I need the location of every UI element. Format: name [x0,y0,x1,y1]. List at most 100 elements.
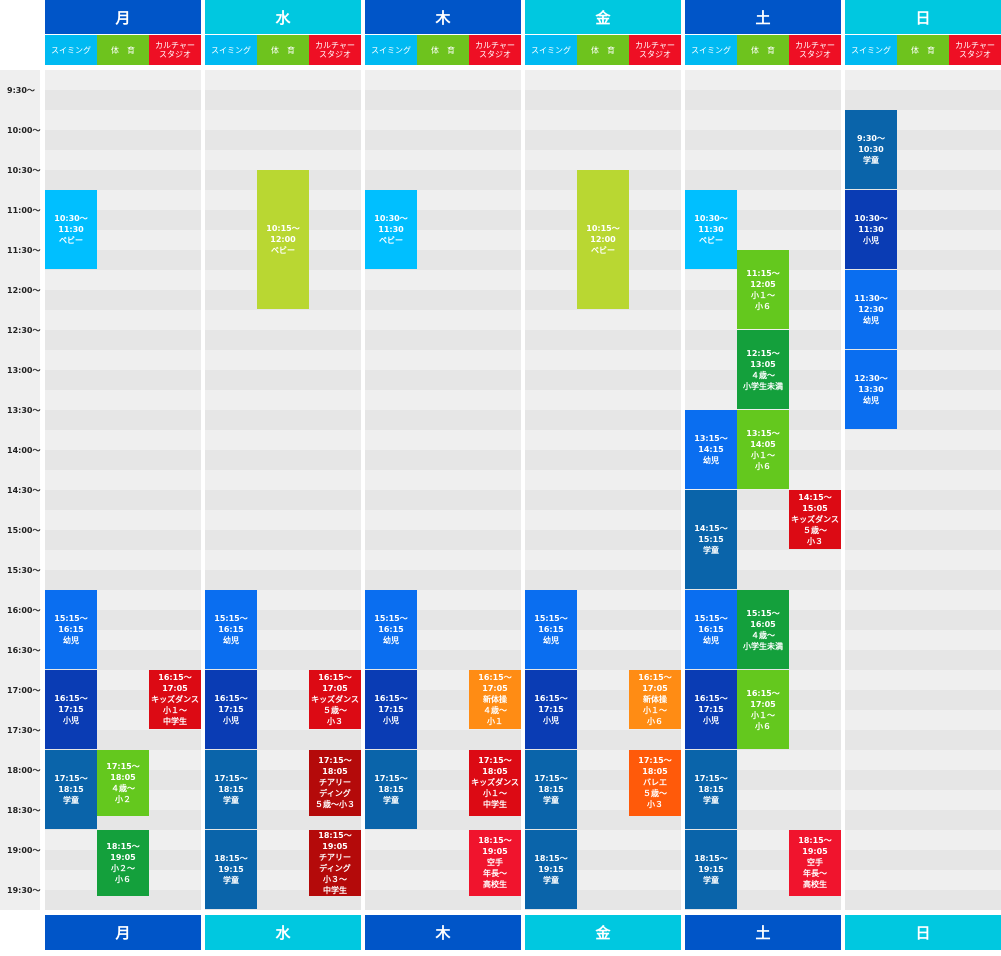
class-block[interactable]: 17:15〜 18:15 学童 [365,750,417,829]
class-block[interactable]: 17:15〜 18:15 学童 [45,750,97,829]
grid-band [205,330,361,350]
grid-band [45,170,201,190]
class-block[interactable]: 11:30〜 12:30 幼児 [845,270,897,349]
category-culture-4: カルチャー スタジオ [789,35,841,65]
time-label: 15:00〜 [7,526,41,535]
class-block[interactable]: 16:15〜 17:15 小児 [45,670,97,749]
category-swimming-5: スイミング [845,35,897,65]
grid-band [365,570,521,590]
category-swimming-3: スイミング [525,35,577,65]
grid-band [845,90,1001,110]
class-block[interactable]: 15:15〜 16:05 ４歳〜 小学生未満 [737,590,789,669]
class-block[interactable]: 17:15〜 18:15 学童 [525,750,577,829]
grid-band [845,730,1001,750]
grid-band [845,610,1001,630]
day-header-2: 木 [365,0,521,34]
time-label: 15:30〜 [7,566,41,575]
class-block[interactable]: 10:30〜 11:30 小児 [845,190,897,269]
time-label: 17:30〜 [7,726,41,735]
time-label: 17:00〜 [7,686,41,695]
class-block[interactable]: 13:15〜 14:05 小１〜 小６ [737,410,789,489]
class-block[interactable]: 16:15〜 17:05 新体操 ４歳〜 小１ [469,670,521,729]
grid-band [45,490,201,510]
grid-band [45,90,201,110]
class-block[interactable]: 16:15〜 17:05 キッズダンス 小１〜 中学生 [149,670,201,729]
day-footer-0: 月 [45,915,201,950]
class-block[interactable]: 10:30〜 11:30 ベビー [685,190,737,269]
class-block[interactable]: 17:15〜 18:15 学童 [205,750,257,829]
time-label: 13:30〜 [7,406,41,415]
class-block[interactable]: 17:15〜 18:05 バレエ ５歳〜 小３ [629,750,681,816]
class-block[interactable]: 18:15〜 19:15 学童 [685,830,737,909]
class-block[interactable]: 16:15〜 17:15 小児 [365,670,417,749]
class-block[interactable]: 14:15〜 15:05 キッズダンス ５歳〜 小３ [789,490,841,549]
class-block[interactable]: 15:15〜 16:15 幼児 [365,590,417,669]
class-block[interactable]: 18:15〜 19:05 小２〜 小６ [97,830,149,896]
class-block[interactable]: 11:15〜 12:05 小１〜 小６ [737,250,789,329]
class-block[interactable]: 12:30〜 13:30 幼児 [845,350,897,429]
class-block[interactable]: 15:15〜 16:15 幼児 [45,590,97,669]
time-label: 16:30〜 [7,646,41,655]
grid-band [525,130,681,150]
class-block[interactable]: 16:15〜 17:15 小児 [525,670,577,749]
grid-band [525,90,681,110]
grid-band [685,170,841,190]
class-block[interactable]: 16:15〜 17:05 小１〜 小６ [737,670,789,749]
class-block[interactable]: 10:30〜 11:30 ベビー [45,190,97,269]
grid-band [365,370,521,390]
grid-band [45,410,201,430]
class-block[interactable]: 16:15〜 17:15 小児 [685,670,737,749]
class-block[interactable]: 17:15〜 18:05 キッズダンス 小１〜 中学生 [469,750,521,816]
grid-band [845,650,1001,670]
class-block[interactable]: 16:15〜 17:05 新体操 小１〜 小６ [629,670,681,729]
class-block[interactable]: 13:15〜 14:15 幼児 [685,410,737,489]
class-block[interactable]: 17:15〜 18:05 ４歳〜 小２ [97,750,149,816]
grid-band [365,90,521,110]
category-gym-2: 体 育 [417,35,469,65]
grid-band [525,570,681,590]
class-block[interactable]: 18:15〜 19:05 空手 年長〜 高校生 [469,830,521,896]
grid-band [205,570,361,590]
class-block[interactable]: 18:15〜 19:05 チアリー ディング 小３〜 中学生 [309,830,361,896]
grid-band [525,490,681,510]
time-label: 16:00〜 [7,606,41,615]
grid-band [525,410,681,430]
grid-band [45,890,201,910]
class-block[interactable]: 17:15〜 18:15 学童 [685,750,737,829]
class-block[interactable]: 15:15〜 16:15 幼児 [525,590,577,669]
class-block[interactable]: 10:15〜 12:00 ベビー [577,170,629,309]
class-block[interactable]: 10:30〜 11:30 ベビー [365,190,417,269]
grid-band [365,530,521,550]
time-label: 14:00〜 [7,446,41,455]
class-block[interactable]: 16:15〜 17:15 小児 [205,670,257,749]
class-block[interactable]: 18:15〜 19:05 空手 年長〜 高校生 [789,830,841,896]
class-block[interactable]: 12:15〜 13:05 ４歳〜 小学生未満 [737,330,789,409]
time-label: 18:00〜 [7,766,41,775]
class-block[interactable]: 18:15〜 19:15 学童 [205,830,257,909]
time-label: 11:30〜 [7,246,41,255]
class-block[interactable]: 10:15〜 12:00 ベビー [257,170,309,309]
class-block[interactable]: 9:30〜 10:30 学童 [845,110,897,189]
grid-band [205,490,361,510]
day-footer-4: 土 [685,915,841,950]
class-block[interactable]: 16:15〜 17:05 キッズダンス ５歳〜 小３ [309,670,361,729]
day-footer-2: 木 [365,915,521,950]
grid-band [205,530,361,550]
grid-band [365,410,521,430]
grid-band [525,330,681,350]
time-label: 12:30〜 [7,326,41,335]
grid-band [365,130,521,150]
class-block[interactable]: 15:15〜 16:15 幼児 [685,590,737,669]
class-block[interactable]: 18:15〜 19:15 学童 [525,830,577,909]
grid-band [845,890,1001,910]
time-label: 12:00〜 [7,286,41,295]
grid-band [525,370,681,390]
time-label: 18:30〜 [7,806,41,815]
class-block[interactable]: 14:15〜 15:15 学童 [685,490,737,589]
time-label: 13:00〜 [7,366,41,375]
class-block[interactable]: 17:15〜 18:05 チアリー ディング ５歳〜小３ [309,750,361,816]
class-block[interactable]: 15:15〜 16:15 幼児 [205,590,257,669]
grid-band [845,570,1001,590]
time-label: 11:00〜 [7,206,41,215]
